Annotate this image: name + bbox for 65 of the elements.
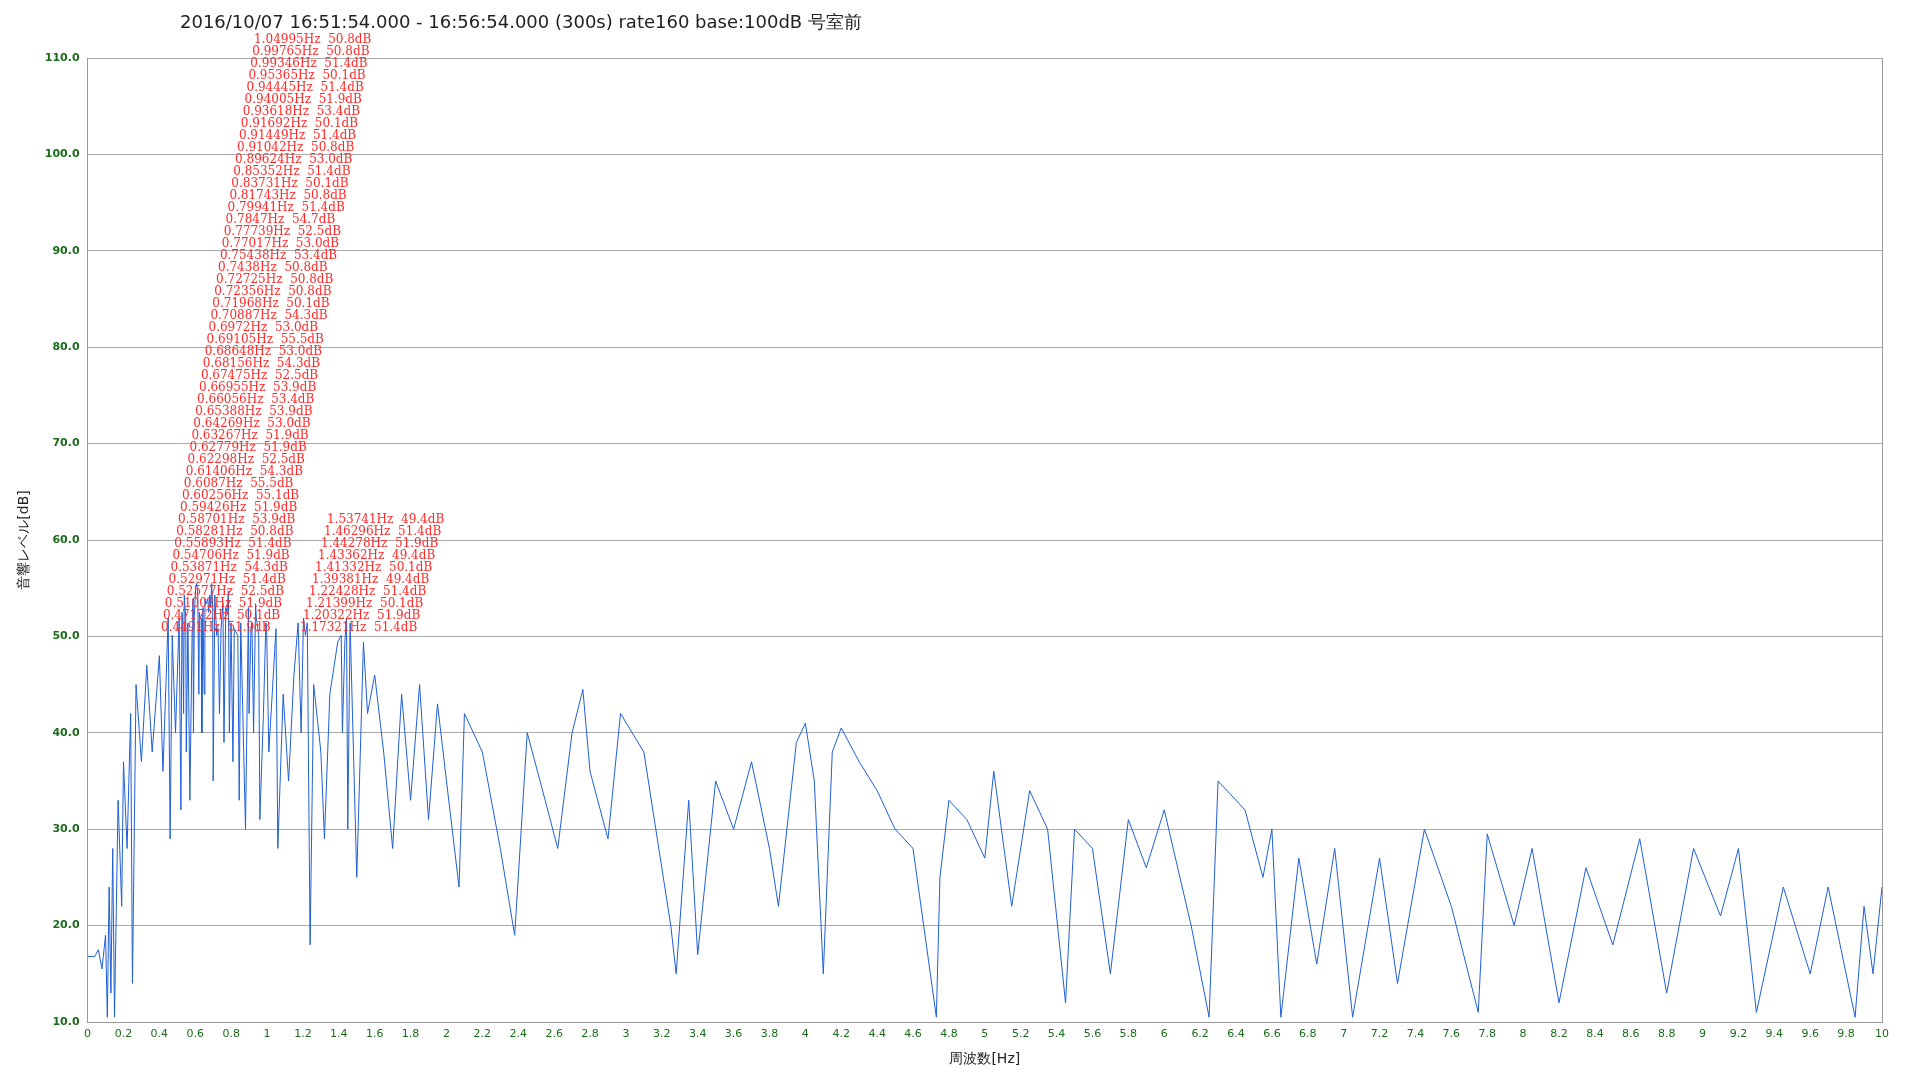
x-tick-label: 6.4 — [1227, 1027, 1245, 1041]
y-tick-label: 10.0 — [52, 1014, 80, 1028]
x-tick-label: 0.6 — [186, 1027, 205, 1041]
x-tick-label: 2.2 — [473, 1027, 492, 1041]
y-tick-label: 80.0 — [52, 340, 80, 354]
x-tick-label: 7.2 — [1370, 1027, 1389, 1041]
x-tick-label: 6.2 — [1191, 1027, 1209, 1041]
x-tick-label: 6.8 — [1299, 1027, 1317, 1041]
x-tick-label: 1.4 — [330, 1027, 348, 1041]
x-tick-label: 4.6 — [904, 1027, 922, 1041]
x-tick-label: 4.2 — [832, 1027, 850, 1041]
x-tick-label: 2.8 — [581, 1027, 599, 1041]
x-tick-label: 5.4 — [1047, 1027, 1066, 1041]
x-tick-label: 7.4 — [1406, 1027, 1425, 1041]
x-tick-label: 4 — [801, 1027, 809, 1041]
x-tick-label: 1 — [263, 1027, 271, 1041]
x-tick-label: 7 — [1340, 1027, 1348, 1041]
x-tick-label: 5.2 — [1011, 1027, 1030, 1041]
x-tick-label: 2.6 — [545, 1027, 563, 1041]
y-tick-label: 50.0 — [52, 629, 80, 643]
x-tick-label: 3.6 — [724, 1027, 743, 1041]
x-axis-title: 周波数[Hz] — [949, 1050, 1021, 1067]
x-tick-label: 8.8 — [1657, 1027, 1676, 1041]
x-tick-label: 1.2 — [294, 1027, 312, 1041]
x-tick-label: 5.8 — [1119, 1027, 1138, 1041]
x-tick-label: 2 — [442, 1027, 450, 1041]
x-tick-label: 0.8 — [222, 1027, 240, 1041]
x-tick-label: 2.4 — [509, 1027, 527, 1041]
x-tick-label: 3.2 — [653, 1027, 671, 1041]
x-tick-label: 8.6 — [1622, 1027, 1640, 1041]
x-tick-label: 4.4 — [868, 1027, 886, 1041]
x-tick-label: 3 — [622, 1027, 630, 1041]
x-tick-label: 8.4 — [1586, 1027, 1604, 1041]
x-tick-label: 1.8 — [401, 1027, 420, 1041]
x-tick-label: 4.8 — [940, 1027, 958, 1041]
chart-title: 2016/10/07 16:51:54.000 - 16:56:54.000 (300s) rate160 base:100dB 号室前 — [180, 10, 862, 33]
x-tick-label: 5 — [981, 1027, 989, 1041]
y-tick-label: 20.0 — [52, 918, 80, 932]
y-axis-title: 音響レベル[dB] — [15, 490, 32, 590]
x-tick-label: 9.2 — [1729, 1027, 1748, 1041]
x-tick-label: 9.6 — [1801, 1027, 1819, 1041]
x-tick-label: 9.8 — [1837, 1027, 1855, 1041]
x-tick-label: 7.8 — [1478, 1027, 1496, 1041]
x-tick-label: 10 — [1875, 1027, 1889, 1041]
x-tick-label: 1.6 — [365, 1027, 384, 1041]
x-tick-label: 7.6 — [1442, 1027, 1461, 1041]
y-tick-label: 60.0 — [52, 532, 80, 546]
y-tick-label: 90.0 — [52, 243, 80, 257]
x-tick-label: 9.4 — [1765, 1027, 1784, 1041]
x-tick-label: 3.8 — [760, 1027, 779, 1041]
x-tick-label: 0.4 — [150, 1027, 169, 1041]
y-tick-label: 110.0 — [44, 50, 80, 64]
x-tick-label: 6 — [1160, 1027, 1168, 1041]
x-tick-label: 5.6 — [1083, 1027, 1102, 1041]
y-tick-label: 40.0 — [52, 725, 80, 739]
x-tick-label: 9 — [1699, 1027, 1707, 1041]
y-tick-label: 70.0 — [52, 436, 80, 450]
x-tick-label: 8 — [1519, 1027, 1527, 1041]
x-tick-label: 6.6 — [1263, 1027, 1281, 1041]
x-tick-label: 8.2 — [1550, 1027, 1568, 1041]
y-tick-label: 30.0 — [52, 822, 80, 836]
y-tick-label: 100.0 — [44, 147, 80, 161]
x-tick-label: 0.2 — [114, 1027, 133, 1041]
x-tick-label: 3.4 — [688, 1027, 707, 1041]
x-tick-label: 0 — [84, 1027, 92, 1041]
